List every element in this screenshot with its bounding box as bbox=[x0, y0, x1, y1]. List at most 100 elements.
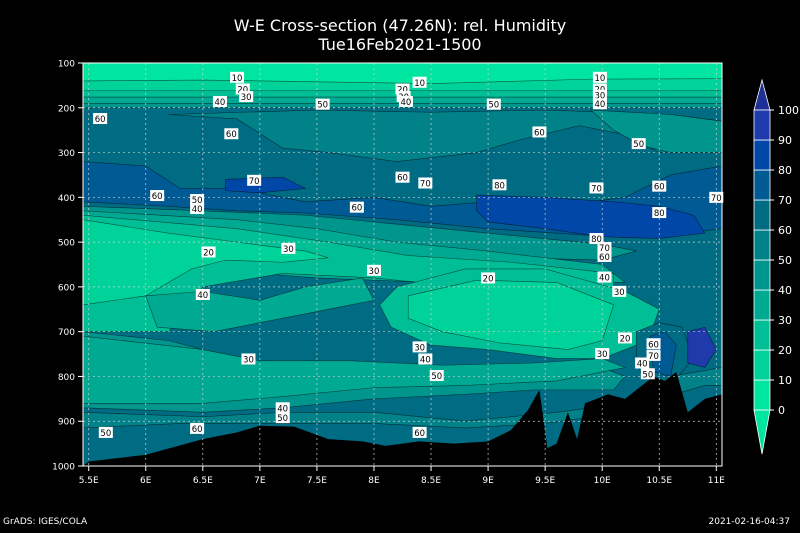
contour-label-box bbox=[201, 246, 216, 258]
contour-label: 40 bbox=[401, 98, 412, 108]
field-contour-9 bbox=[225, 176, 307, 194]
contour-label: 40 bbox=[420, 355, 431, 365]
chart-subtitle: Tue16Feb2021-1500 bbox=[318, 35, 482, 54]
x-tick-label: 7.5E bbox=[307, 476, 327, 486]
x-axis: 5.5E 6E 6.5E 7E 7.5E 8E 8.5E 9E 9.5E 10E 10.5E 11E bbox=[79, 466, 725, 486]
y-tick-label: 400 bbox=[58, 194, 75, 204]
contour-label: 40 bbox=[215, 98, 226, 108]
contour-label-box bbox=[640, 368, 655, 380]
field-contour-6 bbox=[589, 109, 722, 153]
field-contour-24 bbox=[687, 326, 717, 368]
colorbar-tick-label: 50 bbox=[778, 254, 792, 267]
chart-title: W-E Cross-section (47.26N): rel. Humidit… bbox=[233, 16, 567, 35]
field-contour-13 bbox=[83, 219, 329, 306]
contour-label: 60 bbox=[397, 174, 408, 184]
contour-label-box bbox=[612, 285, 627, 297]
contour-label: 60 bbox=[534, 128, 545, 138]
y-tick-label: 700 bbox=[58, 328, 75, 338]
colorbar-segment bbox=[753, 319, 771, 351]
contour-label-box bbox=[230, 71, 245, 83]
contour-label-box bbox=[349, 201, 364, 213]
contour-label: 60 bbox=[152, 192, 163, 202]
contour-label-box bbox=[481, 272, 496, 284]
colorbar-tick-label: 0 bbox=[778, 404, 785, 417]
colorbar-segment bbox=[753, 289, 771, 321]
contour-label-box bbox=[597, 250, 612, 262]
contour-label: 40 bbox=[197, 291, 208, 301]
contour-label-box bbox=[241, 353, 256, 365]
contour-label: 10 bbox=[232, 74, 243, 84]
contour-label-box bbox=[652, 207, 667, 219]
contour-label: 40 bbox=[594, 100, 605, 110]
contour-label: 30 bbox=[283, 245, 294, 255]
contour-label-box bbox=[366, 264, 381, 276]
contour-label-box bbox=[239, 91, 254, 103]
contour-label: 70 bbox=[648, 352, 659, 362]
terrain-shape bbox=[83, 371, 722, 466]
y-tick-label: 600 bbox=[58, 283, 75, 293]
contour-label: 40 bbox=[277, 404, 288, 414]
contour-label: 40 bbox=[599, 274, 610, 284]
contour-label: 50 bbox=[431, 372, 442, 382]
contour-label-box bbox=[412, 426, 427, 438]
y-tick-label: 500 bbox=[58, 239, 75, 249]
footer-credit: GrADS: IGES/COLA bbox=[3, 517, 88, 527]
colorbar-tick-label: 80 bbox=[778, 164, 792, 177]
contour-label-box bbox=[418, 353, 433, 365]
contour-label: 50 bbox=[277, 414, 288, 424]
contour-label-box bbox=[589, 233, 604, 245]
contour-label: 70 bbox=[711, 194, 722, 204]
x-tick-label: 9.5E bbox=[535, 476, 555, 486]
contour-label: 10 bbox=[594, 74, 605, 84]
contour-label: 30 bbox=[241, 93, 252, 103]
contour-label: 50 bbox=[488, 101, 499, 111]
colorbar-tick-label: 20 bbox=[778, 344, 792, 357]
contour-label-box bbox=[646, 338, 661, 350]
contour-label-box bbox=[646, 349, 661, 361]
field-contour-19 bbox=[83, 335, 627, 404]
contour-label-box bbox=[395, 83, 410, 95]
contour-label-box bbox=[190, 194, 205, 206]
colorbar-over-arrow bbox=[753, 78, 771, 111]
contour-label: 60 bbox=[654, 183, 665, 193]
field-contour-17 bbox=[407, 279, 614, 350]
contour-label: 30 bbox=[369, 267, 380, 277]
plot-frame bbox=[82, 62, 723, 467]
contour-label: 70 bbox=[599, 244, 610, 254]
contour-label-box bbox=[597, 241, 612, 253]
contour-label-box bbox=[190, 203, 205, 215]
contour-label-box bbox=[212, 96, 227, 108]
contour-label-box bbox=[589, 182, 604, 194]
contour-label-box bbox=[395, 171, 410, 183]
contour-label-box bbox=[492, 179, 507, 191]
footer-timestamp: 2021-02-16-04:37 bbox=[708, 517, 791, 527]
x-tick-label: 10.5E bbox=[646, 476, 672, 486]
contour-label-box bbox=[597, 271, 612, 283]
colorbar-tick-label: 10 bbox=[778, 374, 792, 387]
contour-label: 40 bbox=[192, 205, 203, 215]
colorbar-segment bbox=[753, 139, 771, 171]
contour-label-box bbox=[247, 174, 262, 186]
colorbar-segment bbox=[753, 169, 771, 201]
contour-label-box bbox=[412, 76, 427, 88]
contour-label: 30 bbox=[594, 92, 605, 102]
colorbar-segment bbox=[753, 349, 771, 381]
y-tick-label: 100 bbox=[58, 60, 75, 70]
x-tick-label: 6E bbox=[140, 476, 152, 486]
colorbar-segment bbox=[753, 379, 771, 411]
contour-label-box bbox=[190, 422, 205, 434]
contour-label-box bbox=[224, 128, 239, 140]
contour-labels: 1010102020203030304040405050506060606060… bbox=[93, 71, 724, 439]
contour-label: 50 bbox=[100, 429, 111, 439]
contour-label-box bbox=[315, 98, 330, 110]
contour-label: 80 bbox=[591, 235, 602, 245]
y-tick-label: 900 bbox=[58, 418, 75, 428]
x-tick-label: 10E bbox=[594, 476, 611, 486]
x-tick-label: 9E bbox=[482, 476, 494, 486]
contour-label: 60 bbox=[226, 130, 237, 140]
contour-label: 60 bbox=[95, 115, 106, 125]
contour-label: 50 bbox=[317, 101, 328, 111]
contour-label: 20 bbox=[483, 274, 494, 284]
contour-label: 70 bbox=[249, 177, 260, 187]
